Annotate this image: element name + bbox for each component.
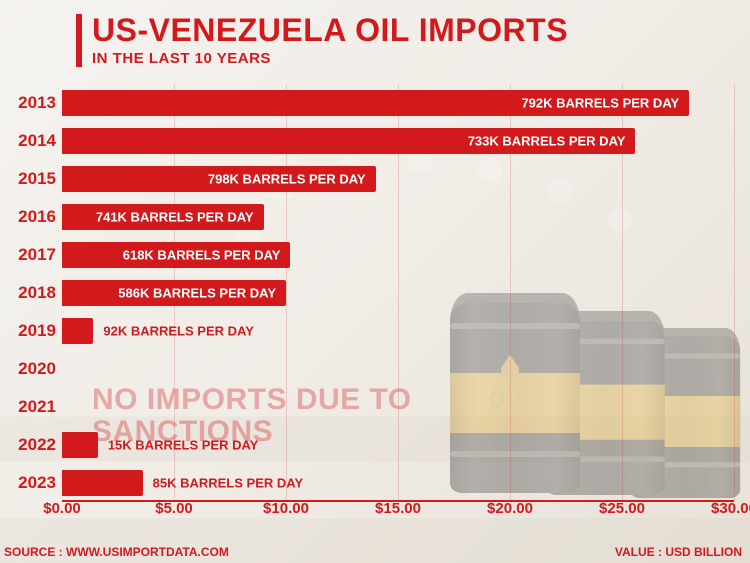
x-tick-label: $10.00 xyxy=(263,500,309,517)
header: US-VENEZUELA OIL IMPORTS IN THE LAST 10 … xyxy=(76,14,568,67)
chart-row: 2014733K BARRELS PER DAY xyxy=(62,122,734,160)
gridline xyxy=(734,84,735,500)
x-axis: $0.00$5.00$10.00$15.00$20.00$25.00$30.00 xyxy=(62,500,734,518)
chart-row: 2018586K BARRELS PER DAY xyxy=(62,274,734,312)
chart-row: 2016741K BARRELS PER DAY xyxy=(62,198,734,236)
x-tick-label: $20.00 xyxy=(487,500,533,517)
year-label: 2022 xyxy=(8,435,56,455)
plot-area: 2013792K BARRELS PER DAY2014733K BARRELS… xyxy=(62,84,734,502)
year-label: 2013 xyxy=(8,93,56,113)
bar xyxy=(62,318,93,344)
bar xyxy=(62,432,98,458)
bar: 741K BARRELS PER DAY xyxy=(62,204,264,230)
chart-row: 202385K BARRELS PER DAY xyxy=(62,464,734,502)
bar-value-label: 798K BARRELS PER DAY xyxy=(208,172,366,187)
year-label: 2014 xyxy=(8,131,56,151)
bar-value-label: 85K BARRELS PER DAY xyxy=(153,476,304,491)
year-label: 2021 xyxy=(8,397,56,417)
x-tick-label: $0.00 xyxy=(43,500,81,517)
chart-row: 202215K BARRELS PER DAY xyxy=(62,426,734,464)
bar-value-label: 741K BARRELS PER DAY xyxy=(96,210,254,225)
footer-value-unit: VALUE : USD BILLION xyxy=(615,545,742,559)
bar-value-label: 15K BARRELS PER DAY xyxy=(108,438,259,453)
bar-value-label: 92K BARRELS PER DAY xyxy=(103,324,254,339)
x-tick-label: $5.00 xyxy=(155,500,193,517)
year-label: 2018 xyxy=(8,283,56,303)
chart-title: US-VENEZUELA OIL IMPORTS xyxy=(92,14,568,48)
year-label: 2015 xyxy=(8,169,56,189)
bar: 618K BARRELS PER DAY xyxy=(62,242,290,268)
bar xyxy=(62,470,143,496)
x-tick-label: $30.00 xyxy=(711,500,750,517)
year-label: 2023 xyxy=(8,473,56,493)
year-label: 2017 xyxy=(8,245,56,265)
chart-row: 2015798K BARRELS PER DAY xyxy=(62,160,734,198)
year-label: 2016 xyxy=(8,207,56,227)
bar: 586K BARRELS PER DAY xyxy=(62,280,286,306)
x-tick-label: $15.00 xyxy=(375,500,421,517)
bar-value-label: 618K BARRELS PER DAY xyxy=(123,248,281,263)
chart-row: 201992K BARRELS PER DAY xyxy=(62,312,734,350)
bar-value-label: 792K BARRELS PER DAY xyxy=(521,96,679,111)
chart-area: 2013792K BARRELS PER DAY2014733K BARRELS… xyxy=(0,78,750,526)
chart-row: 2013792K BARRELS PER DAY xyxy=(62,84,734,122)
chart-row: 2020 xyxy=(62,350,734,388)
bar: 792K BARRELS PER DAY xyxy=(62,90,689,116)
year-label: 2020 xyxy=(8,359,56,379)
x-tick-label: $25.00 xyxy=(599,500,645,517)
year-label: 2019 xyxy=(8,321,56,341)
footer-source: SOURCE : WWW.USIMPORTDATA.COM xyxy=(4,545,229,559)
chart-subtitle: IN THE LAST 10 YEARS xyxy=(92,50,568,67)
bar-value-label: 733K BARRELS PER DAY xyxy=(468,134,626,149)
bar: 798K BARRELS PER DAY xyxy=(62,166,376,192)
chart-row: 2021 xyxy=(62,388,734,426)
bar-value-label: 586K BARRELS PER DAY xyxy=(118,286,276,301)
bar: 733K BARRELS PER DAY xyxy=(62,128,635,154)
chart-row: 2017618K BARRELS PER DAY xyxy=(62,236,734,274)
